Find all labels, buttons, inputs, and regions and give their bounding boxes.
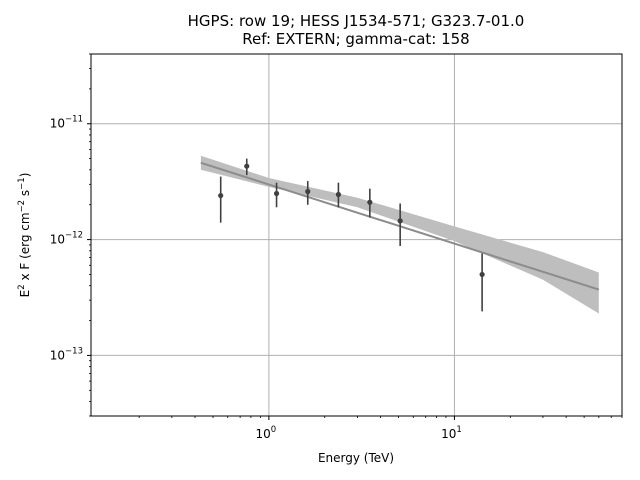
- x-tick-label: 100: [256, 425, 277, 441]
- data-point: [244, 163, 250, 169]
- flux-points: [218, 158, 485, 312]
- y-axis-tick-labels: 10−13 10−12 10−11: [50, 115, 83, 363]
- data-point: [397, 218, 403, 224]
- data-point: [335, 191, 342, 198]
- y-tick-label: 10−12: [50, 231, 83, 247]
- chart-title-line-1: HGPS: row 19; HESS J1534-571; G323.7-01.…: [188, 12, 525, 30]
- data-point: [479, 271, 485, 278]
- model-error-band: [200, 155, 599, 314]
- x-tick-label: 101: [441, 425, 462, 441]
- data-point: [218, 192, 224, 199]
- y-tick-label: 10−13: [50, 346, 83, 362]
- x-axis-tick-labels: 100 101: [256, 425, 462, 441]
- plot-area: [87, 53, 623, 420]
- data-point: [273, 190, 280, 197]
- axis-ticks: [87, 53, 623, 420]
- chart-title-line-2: Ref: EXTERN; gamma-cat: 158: [242, 30, 469, 48]
- x-axis-label: Energy (TeV): [318, 451, 394, 465]
- y-tick-label: 10−11: [50, 115, 83, 131]
- data-point: [305, 188, 311, 195]
- data-point: [367, 199, 373, 205]
- model-band-area: [200, 155, 599, 314]
- axes-frame: [90, 53, 623, 417]
- y-axis-label: E2 x F (erg cm−2 s−1): [17, 173, 32, 298]
